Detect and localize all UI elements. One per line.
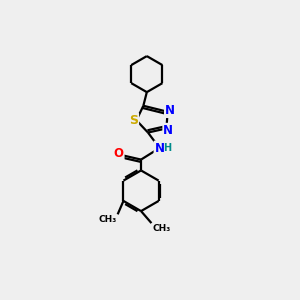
Text: CH₃: CH₃ xyxy=(98,215,116,224)
Text: N: N xyxy=(165,104,175,117)
Text: S: S xyxy=(129,114,138,127)
Text: N: N xyxy=(163,124,173,137)
Text: H: H xyxy=(164,143,172,153)
Text: O: O xyxy=(114,147,124,160)
Text: CH₃: CH₃ xyxy=(153,224,171,233)
Text: N: N xyxy=(154,142,164,154)
